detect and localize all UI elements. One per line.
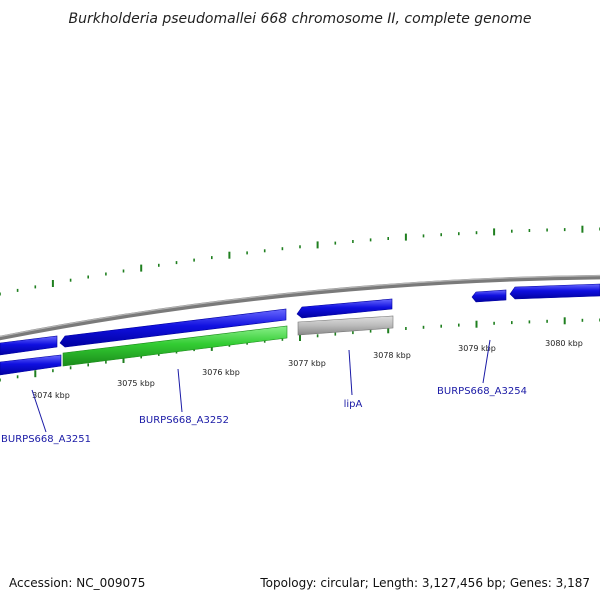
gene-arrow-lipa[interactable] (297, 315, 394, 336)
tick-label: 3080 kbp (545, 339, 583, 348)
gene-label-burps668-a3252[interactable]: BURPS668_A3252 (139, 415, 229, 426)
tick-labels: 3074 kbp 3075 kbp 3076 kbp 3077 kbp 3078… (32, 339, 583, 400)
gene-label-leaders (31, 339, 491, 433)
accession-text: Accession: NC_009075 (9, 576, 146, 590)
gene-arrow[interactable] (0, 335, 58, 356)
gene-arrow[interactable] (471, 289, 507, 303)
tick-label: 3078 kbp (373, 351, 411, 360)
leader-line (348, 349, 353, 396)
gene-label-lipa[interactable]: lipA (344, 399, 363, 410)
chromosome-backbone-highlight (0, 275, 600, 338)
map-title: Burkholderia pseudomallei 668 chromosome… (69, 11, 532, 27)
tick-label: 3076 kbp (202, 368, 240, 377)
gene-arrow[interactable] (509, 283, 600, 300)
tick-label: 3075 kbp (117, 379, 155, 388)
tick-label: 3077 kbp (288, 359, 326, 368)
gene-label-burps668-a3251[interactable]: BURPS668_A3251 (1, 434, 91, 445)
gene-arrow-burps668-a3251[interactable] (0, 354, 62, 376)
leader-line (482, 339, 491, 384)
chromosome-backbone (0, 274, 600, 341)
tick-label: 3079 kbp (458, 344, 496, 353)
inner-tick-marks (0, 317, 600, 382)
gene-features (0, 283, 600, 376)
gene-label-burps668-a3254[interactable]: BURPS668_A3254 (437, 386, 527, 397)
leader-line (31, 389, 47, 433)
gene-arrow[interactable] (296, 298, 393, 319)
gene-labels: BURPS668_A3251 BURPS668_A3252 lipA BURPS… (1, 386, 527, 445)
gene-arrow[interactable] (59, 308, 287, 348)
leader-line (177, 368, 183, 413)
topology-text: Topology: circular; Length: 3,127,456 bp… (260, 576, 590, 590)
gene-arrow-burps668-a3252[interactable] (62, 325, 288, 367)
tick-label: 3074 kbp (32, 391, 70, 400)
outer-tick-marks (0, 225, 600, 296)
